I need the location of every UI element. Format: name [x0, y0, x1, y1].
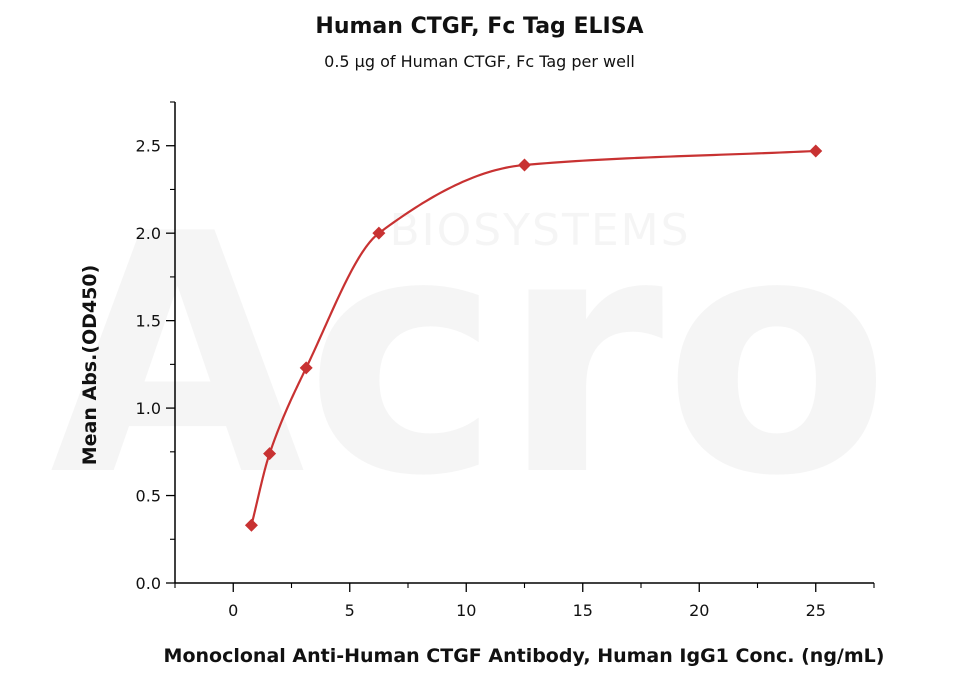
- x-tick-label: 20: [689, 601, 709, 620]
- watermark: Acro BIOSYSTEMS: [50, 164, 890, 548]
- data-point-diamond: [518, 158, 531, 172]
- y-tick-label: 1.5: [136, 312, 161, 331]
- data-point-diamond: [263, 447, 277, 461]
- data-points: [244, 144, 823, 532]
- y-tick-label: 0.0: [136, 574, 161, 593]
- data-point-diamond: [372, 226, 386, 240]
- y-axis-title: Mean Abs.(OD450): [79, 265, 101, 466]
- data-point-diamond: [809, 144, 823, 158]
- y-tick-label: 1.0: [136, 399, 161, 418]
- x-tick-label: 25: [806, 601, 826, 620]
- chart-subtitle: 0.5 μg of Human CTGF, Fc Tag per well: [324, 52, 635, 71]
- y-tick-label: 2.5: [136, 137, 161, 156]
- data-point-diamond: [299, 361, 313, 375]
- x-tick-label: 0: [228, 601, 238, 620]
- axes: [166, 101, 875, 592]
- x-tick-label: 5: [345, 601, 355, 620]
- tick-labels: 0 5 10 15 20 25 0.0 0.5 1.0 1.5 2.0 2.5: [136, 137, 826, 620]
- y-tick-label: 0.5: [136, 487, 161, 506]
- data-point-diamond: [244, 518, 258, 532]
- x-tick-label: 15: [573, 601, 593, 620]
- x-tick-label: 10: [456, 601, 476, 620]
- watermark-subtext: BIOSYSTEMS: [389, 205, 690, 256]
- chart-title: Human CTGF, Fc Tag ELISA: [315, 14, 644, 39]
- fit-curve-group: [250, 149, 816, 526]
- fit-curve: [250, 149, 816, 526]
- x-axis-title: Monoclonal Anti-Human CTGF Antibody, Hum…: [164, 645, 885, 667]
- y-tick-label: 2.0: [136, 224, 161, 243]
